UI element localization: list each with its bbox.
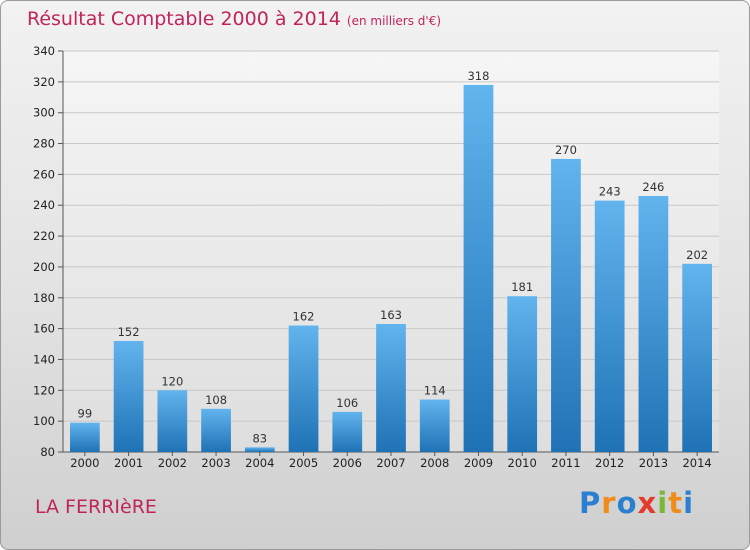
bar xyxy=(69,422,100,452)
bar xyxy=(507,296,538,452)
data-label: 270 xyxy=(555,143,577,157)
x-tick-label: 2008 xyxy=(420,456,449,470)
y-tick-label: 160 xyxy=(33,322,55,336)
y-tick-label: 240 xyxy=(33,198,55,212)
data-label: 114 xyxy=(424,384,446,398)
logo-letter: o xyxy=(616,486,638,520)
bar xyxy=(551,158,581,452)
y-tick-label: 120 xyxy=(33,383,55,397)
logo-letter: P xyxy=(579,486,602,520)
y-tick-label: 80 xyxy=(40,445,55,459)
x-tick-label: 2012 xyxy=(595,456,624,470)
data-label: 108 xyxy=(205,393,227,407)
bar xyxy=(157,390,188,452)
x-tick-label: 2006 xyxy=(333,456,362,470)
data-label: 152 xyxy=(118,325,140,339)
y-tick-label: 180 xyxy=(33,291,55,305)
bar xyxy=(244,447,275,452)
x-tick-label: 2000 xyxy=(70,456,99,470)
logo-letter: t xyxy=(668,486,684,520)
logo-letter: i xyxy=(657,486,669,520)
y-tick-label: 100 xyxy=(33,414,55,428)
chart-title: Résultat Comptable 2000 à 2014 (en millie… xyxy=(27,8,441,30)
y-tick-label: 340 xyxy=(33,44,55,58)
x-tick-label: 2010 xyxy=(508,456,537,470)
bar xyxy=(419,399,450,452)
x-tick-label: 2003 xyxy=(201,456,230,470)
bar xyxy=(682,263,713,452)
y-tick-label: 140 xyxy=(33,352,55,366)
logo-letter: i xyxy=(683,486,695,520)
bar xyxy=(594,200,625,452)
plot-area: 80 100 120 140 160 180 200 220 240 260 280 300 320 34… xyxy=(33,44,719,470)
data-label: 246 xyxy=(642,180,664,194)
bar xyxy=(376,323,406,452)
bar xyxy=(201,408,231,452)
x-tick-label: 2014 xyxy=(682,456,711,470)
data-label: 120 xyxy=(161,374,183,388)
data-label: 99 xyxy=(78,407,93,421)
logo-letter: r xyxy=(601,486,617,520)
data-label: 106 xyxy=(336,396,358,410)
chart-title-text: Résultat Comptable 2000 à 2014 xyxy=(27,8,341,30)
logo-letter: x xyxy=(637,486,658,520)
x-tick-label: 2002 xyxy=(158,456,187,470)
bar xyxy=(332,411,363,452)
bar xyxy=(463,84,494,452)
bar xyxy=(288,325,319,452)
data-label: 243 xyxy=(599,185,621,199)
data-label: 318 xyxy=(467,69,489,83)
bar xyxy=(638,195,669,452)
data-label: 163 xyxy=(380,308,402,322)
x-tick-label: 2005 xyxy=(289,456,318,470)
x-tick-label: 2013 xyxy=(639,456,668,470)
data-label: 83 xyxy=(252,431,267,445)
y-tick-label: 260 xyxy=(33,167,55,181)
x-tick-label: 2009 xyxy=(464,456,493,470)
x-tick-label: 2004 xyxy=(245,456,274,470)
proxiti-logo: Proxiti xyxy=(579,486,694,520)
y-tick-label: 320 xyxy=(33,75,55,89)
data-label: 202 xyxy=(686,248,708,262)
y-tick-label: 300 xyxy=(33,106,55,120)
bar xyxy=(113,340,144,452)
data-label: 181 xyxy=(511,280,533,294)
y-tick-label: 220 xyxy=(33,229,55,243)
commune-name: LA FERRIèRE xyxy=(35,496,157,518)
x-tick-label: 2001 xyxy=(114,456,143,470)
data-label: 162 xyxy=(293,310,315,324)
x-tick-label: 2007 xyxy=(376,456,405,470)
y-tick-label: 200 xyxy=(33,260,55,274)
chart-unit: (en milliers d'€) xyxy=(346,14,442,28)
y-tick-label: 280 xyxy=(33,137,55,151)
x-tick-label: 2011 xyxy=(551,456,580,470)
